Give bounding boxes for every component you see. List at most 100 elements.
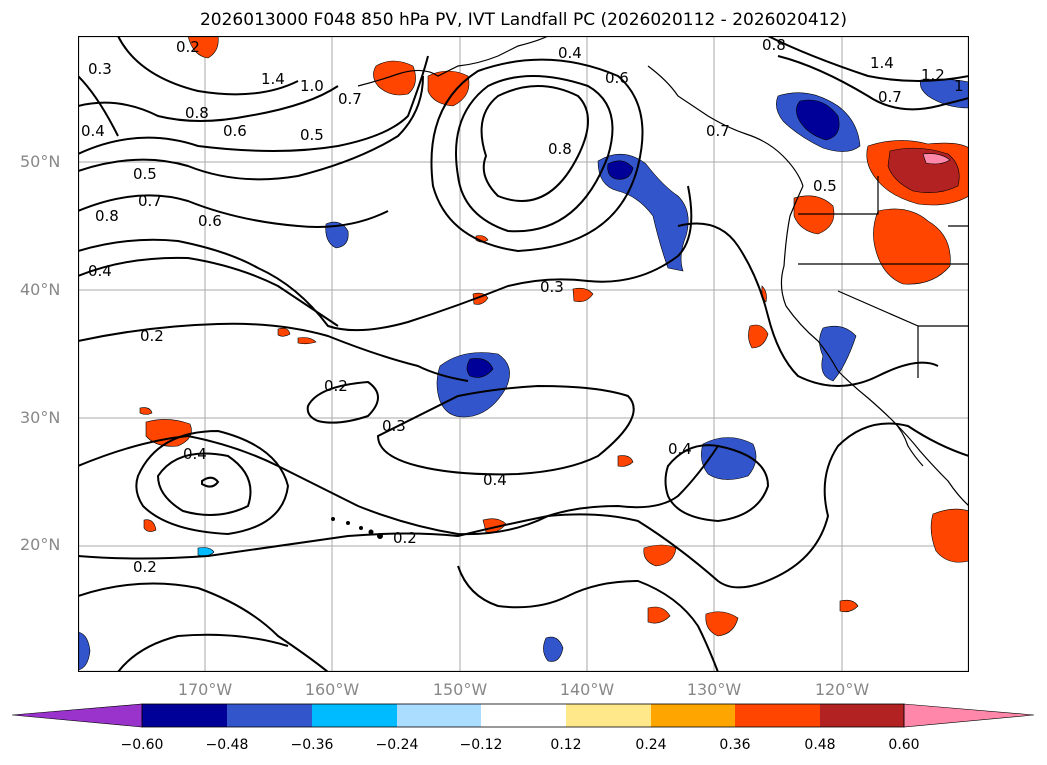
contour-label: 0.6	[605, 69, 629, 87]
pos-blob-20	[297, 337, 317, 345]
contour-label: 1.4	[870, 54, 894, 72]
lon-label-160w: 160°W	[304, 680, 360, 699]
contour-label: 0.8	[762, 36, 786, 54]
colorbar-tick: −0.60	[120, 737, 164, 753]
contour-label: 1.2	[921, 66, 945, 84]
colorbar-tick: −0.36	[290, 737, 334, 753]
lon-label-150w: 150°W	[432, 680, 488, 699]
contour-label: 0.5	[133, 165, 157, 183]
contour-label: 0.7	[138, 192, 162, 210]
contour-label: 0.2	[176, 38, 200, 56]
colorbar-extend-left	[12, 703, 143, 728]
contour-label: 0.6	[223, 122, 247, 140]
contour-label: 0.4	[88, 262, 112, 280]
shading-positive	[139, 36, 969, 637]
map-frame	[78, 36, 969, 672]
pos-blob-16	[617, 455, 634, 467]
pos-blob-5	[873, 208, 951, 285]
pos-blob-13	[572, 287, 594, 302]
contour-label: 0.3	[540, 278, 564, 296]
pos-blob-18	[839, 599, 859, 613]
neg-blob-8	[78, 631, 91, 671]
neg-core-1	[607, 160, 634, 180]
colorbar-tick: 0.12	[550, 737, 582, 753]
contour-label: 0.5	[300, 126, 324, 144]
contour-label: 0.8	[548, 140, 572, 158]
shading-negative	[78, 79, 969, 671]
contour-label: 0.3	[382, 417, 406, 435]
pos-blob-6	[793, 195, 835, 235]
pos-blob-19	[277, 327, 291, 337]
colorbar-tick: 0.36	[719, 737, 751, 753]
contour-label: 0.7	[706, 122, 730, 140]
contour-label: 0.6	[198, 212, 222, 230]
border-2	[948, 225, 969, 276]
neg-blob-5	[325, 221, 349, 249]
colorbar-bin	[142, 704, 227, 727]
contour-label: 0.7	[338, 90, 362, 108]
colorbar-frame	[141, 703, 905, 728]
colorbar-bin	[566, 704, 651, 727]
border-1	[798, 176, 969, 378]
contour-label: 0.2	[393, 529, 417, 547]
pos-blob-10	[705, 611, 739, 637]
contour-label: 0.4	[81, 122, 105, 140]
pos-blob-12	[748, 324, 769, 349]
colorbar-tick: 0.60	[888, 737, 920, 753]
colorbar-tick: −0.24	[375, 737, 419, 753]
colorbar-bin	[481, 704, 566, 727]
colorbar-bin	[820, 704, 904, 727]
pos-blob-1	[373, 60, 416, 96]
contour-label: 0.2	[324, 377, 348, 395]
lon-label-140w: 140°W	[559, 680, 615, 699]
lat-label-20n: 20°N	[20, 535, 61, 554]
contour-labels: 1.4 1.0 0.7 0.8 0.6 0.5 0.4 0.6 0.8 0.7 …	[81, 36, 964, 576]
pos-blob-17	[143, 519, 157, 532]
lon-label-130w: 130°W	[686, 680, 742, 699]
lon-label-120w: 120°W	[814, 680, 870, 699]
colorbar-tick: 0.24	[635, 737, 667, 753]
neg-core-2	[466, 358, 494, 378]
colorbar-tick: 0.48	[804, 737, 836, 753]
neg-blob-6	[819, 325, 857, 382]
pos-blob-9	[643, 544, 677, 567]
neg-blob-1	[597, 153, 689, 272]
alaska-coast	[357, 36, 549, 87]
colorbar-extend-right	[903, 703, 1035, 728]
pos-pink-4	[922, 153, 951, 165]
pos-blob-23	[761, 285, 767, 303]
contour-label: 1.0	[300, 77, 324, 95]
pos-blob-8	[930, 508, 969, 563]
canada-coast	[647, 65, 804, 187]
gridlines	[78, 36, 969, 672]
contour-label: 0.3	[88, 60, 112, 78]
colorbar-bin	[312, 704, 397, 727]
pos-blob-11	[647, 606, 671, 624]
contour-label: 0.7	[878, 88, 902, 106]
contour-label: 0.4	[183, 445, 207, 463]
contour-label: 0.4	[668, 440, 692, 458]
pv-map: 1.4 1.0 0.7 0.8 0.6 0.5 0.4 0.6 0.8 0.7 …	[78, 36, 969, 672]
contour-label: 0.5	[813, 177, 837, 195]
coastlines	[357, 36, 969, 507]
us-west-coast	[780, 185, 969, 507]
contour-label: 1.4	[261, 70, 285, 88]
neg-blob-7	[543, 636, 564, 662]
contour-label: 0.4	[558, 44, 582, 62]
pos-blob-21	[139, 407, 153, 415]
colorbar-bin	[651, 704, 735, 727]
colorbar-bin	[397, 704, 481, 727]
baja-coast	[892, 420, 924, 467]
colorbar-tick: −0.48	[205, 737, 249, 753]
pos-blob-3	[187, 36, 219, 59]
contour-label: 0.8	[185, 104, 209, 122]
lat-label-30n: 30°N	[20, 408, 61, 427]
contour-label: 0.8	[95, 207, 119, 225]
pv-contours	[78, 36, 969, 672]
map-panel: 1.4 1.0 0.7 0.8 0.6 0.5 0.4 0.6 0.8 0.7 …	[78, 36, 969, 672]
contour-label: 0.2	[140, 327, 164, 345]
contour-label: 1	[954, 77, 964, 95]
contour-label: 0.4	[483, 471, 507, 489]
colorbar	[12, 703, 1035, 728]
map-title: 2026013000 F048 850 hPa PV, IVT Landfall…	[199, 10, 847, 30]
